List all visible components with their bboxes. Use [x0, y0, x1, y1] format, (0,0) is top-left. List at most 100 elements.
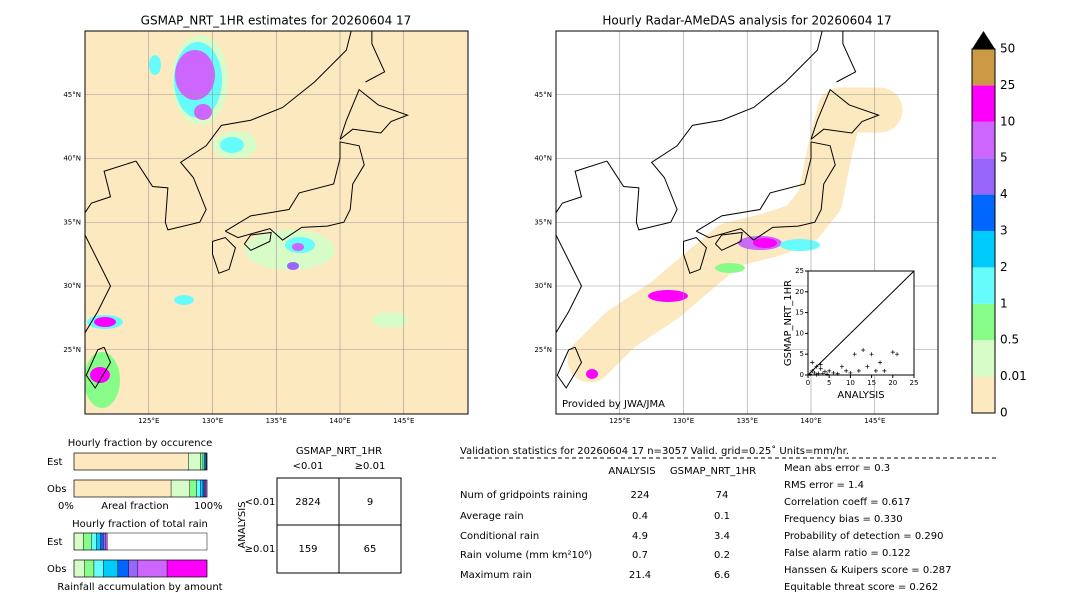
lon-label: 130°E	[673, 417, 694, 425]
cell: 2824	[295, 497, 320, 508]
y-tick-label: 0	[800, 371, 804, 379]
point	[861, 348, 866, 353]
colorbar-segment	[972, 194, 995, 231]
colorbar-extend	[972, 31, 995, 49]
axis-label: GSMAP_NRT_1HR	[783, 280, 794, 366]
lat-label: 40°N	[534, 155, 552, 163]
cell: 3.4	[714, 531, 730, 542]
colorbar-label: 2	[1000, 260, 1008, 274]
x-tick-label: 15	[867, 379, 876, 387]
point	[882, 368, 887, 373]
fraction-segment	[103, 532, 107, 551]
fraction-segment	[73, 479, 172, 498]
colorbar-segment	[972, 49, 995, 86]
y-tick-label: 10	[795, 329, 804, 337]
row-label: Rain volume (mm km²10⁶)	[460, 550, 592, 561]
colorbar-frame	[971, 48, 996, 414]
coastline	[836, 31, 857, 83]
fraction-segment	[105, 532, 108, 551]
score: Probability of detection = 0.290	[784, 531, 943, 542]
coastline	[714, 231, 743, 251]
point	[827, 368, 832, 373]
colorbar-segment	[972, 231, 995, 268]
colorbar-label: 50	[1000, 42, 1015, 56]
lat-label: 45°N	[63, 91, 81, 99]
score: Correlation coeff = 0.617	[784, 497, 910, 508]
lat-label: 35°N	[534, 218, 552, 226]
fraction-segment	[200, 479, 204, 498]
lon-label: 130°E	[202, 417, 223, 425]
lat-label: 40°N	[63, 155, 81, 163]
row-label: Conditional rain	[460, 531, 539, 542]
y-tick-label: 15	[795, 309, 804, 317]
coastlines	[556, 31, 938, 414]
point	[852, 352, 857, 357]
score: RMS error = 1.4	[784, 480, 864, 491]
coastline	[683, 236, 708, 274]
side-label: ANALYSIS	[237, 501, 248, 548]
lat-label: 25°N	[63, 346, 81, 354]
fraction-segment	[189, 479, 197, 498]
score: Frequency bias = 0.330	[784, 514, 903, 525]
cell: 0.4	[632, 511, 648, 522]
fraction-segment	[188, 452, 201, 471]
coastline	[556, 346, 583, 389]
table-header: GSMAP_NRT_1HR	[296, 446, 382, 457]
colorbar-label: 0	[1000, 406, 1008, 420]
colorbar-segment	[972, 340, 995, 377]
cell: 21.4	[629, 570, 651, 581]
point	[831, 370, 836, 375]
point	[816, 371, 821, 376]
point	[820, 371, 825, 376]
point	[814, 364, 819, 369]
coastline	[339, 88, 410, 140]
fraction-segment	[200, 452, 204, 471]
coastline	[695, 141, 836, 241]
coastline	[606, 31, 823, 231]
row-label: ≥0.01	[245, 544, 276, 555]
point	[825, 372, 830, 377]
fraction-segment	[96, 532, 101, 551]
score: Equitable threat score = 0.262	[784, 582, 938, 593]
colorbar-label: 1	[1000, 296, 1008, 310]
x-tick-label: 5	[827, 379, 831, 387]
cell: 74	[716, 490, 729, 501]
score: Hanssen & Kuipers score = 0.287	[784, 565, 951, 576]
coastline	[85, 346, 112, 389]
colorbar-segment	[972, 303, 995, 341]
coastline	[135, 31, 352, 231]
fraction-segment	[196, 479, 201, 498]
point	[810, 360, 815, 365]
fraction-segment	[84, 559, 95, 578]
point	[865, 364, 870, 369]
colorbar-label: 10	[1000, 114, 1015, 128]
fraction-segment	[73, 452, 189, 471]
colorbar-segment	[972, 267, 995, 304]
point	[812, 370, 817, 375]
col-label: GSMAP_NRT_1HR	[670, 466, 756, 477]
point	[808, 372, 813, 377]
bar-frame	[73, 532, 208, 551]
cell: 159	[298, 544, 317, 555]
colorbar-label: 25	[1000, 78, 1015, 92]
coastline	[365, 31, 386, 83]
row-label: Obs	[47, 484, 66, 495]
contingency-grid	[276, 477, 402, 574]
coastline	[556, 160, 608, 334]
x-tick-label: 20	[888, 379, 897, 387]
fraction-segment	[73, 559, 85, 578]
credit: Provided by JWA/JMA	[562, 399, 665, 410]
colorbar-label: 0.01	[1000, 369, 1027, 383]
map-frame	[84, 30, 469, 415]
cell: 224	[630, 490, 649, 501]
row-label: Maximum rain	[460, 570, 532, 581]
axis-label: 100%	[194, 501, 223, 512]
colorbar-label: 0.5	[1000, 333, 1019, 347]
fraction-segment	[117, 559, 129, 578]
score: Mean abs error = 0.3	[784, 463, 890, 474]
fraction-segment	[137, 559, 168, 578]
cell: 65	[364, 544, 377, 555]
coastline	[85, 160, 137, 334]
col-label: <0.01	[293, 461, 324, 472]
